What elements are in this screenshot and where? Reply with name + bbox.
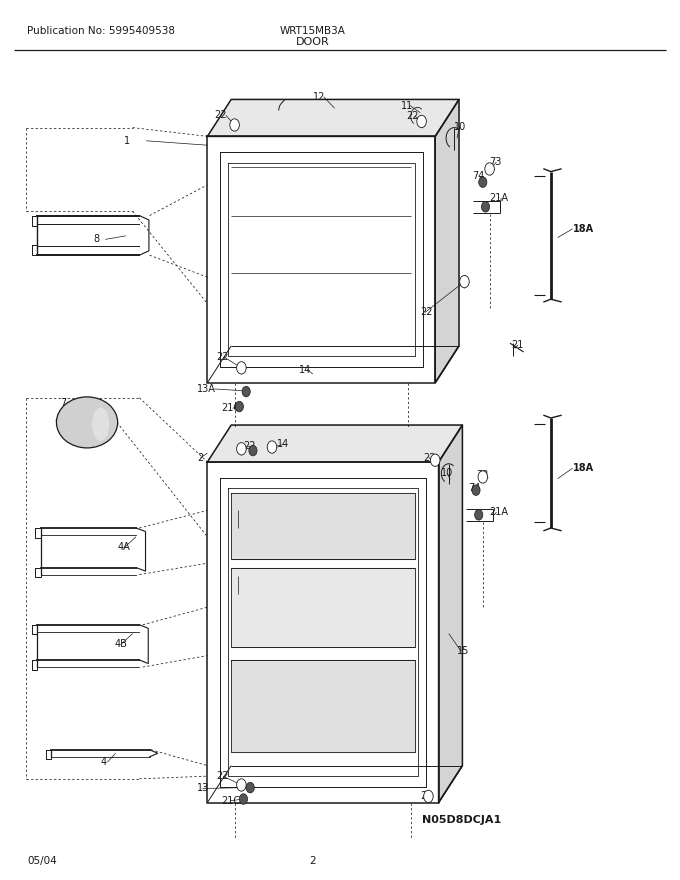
Circle shape [237,443,246,455]
Circle shape [460,275,469,288]
Text: 13: 13 [197,783,209,794]
Polygon shape [231,660,415,752]
Text: 22: 22 [214,110,226,121]
Text: 2: 2 [197,452,203,463]
Circle shape [237,362,246,374]
Text: 18A: 18A [573,463,594,473]
Text: 22: 22 [243,441,255,451]
Text: 21A: 21A [490,507,509,517]
Text: 21A: 21A [490,193,509,203]
Text: 22: 22 [216,771,228,781]
Circle shape [475,510,483,520]
Text: 10: 10 [454,121,466,132]
Text: 8: 8 [94,234,100,245]
Circle shape [235,401,243,412]
Text: 13A: 13A [197,384,216,394]
Circle shape [481,202,490,212]
Text: Publication No: 5995409538: Publication No: 5995409538 [27,26,175,36]
Text: 73: 73 [490,157,502,167]
Text: 22: 22 [423,452,435,463]
Text: 2: 2 [309,855,316,866]
Polygon shape [207,99,459,136]
Circle shape [246,782,254,793]
Circle shape [237,779,246,791]
Text: 21: 21 [511,340,524,350]
Text: 12: 12 [313,92,325,102]
Circle shape [417,115,426,128]
Text: 4A: 4A [118,542,131,553]
Circle shape [430,454,440,466]
Text: 10: 10 [441,468,453,479]
Circle shape [478,471,488,483]
Circle shape [424,790,433,803]
Text: 21C: 21C [222,403,241,414]
Text: 7: 7 [60,398,66,408]
Text: 4B: 4B [114,639,127,649]
Text: DOOR: DOOR [296,37,330,48]
Text: 4: 4 [101,757,107,767]
Circle shape [242,386,250,397]
Circle shape [485,163,494,175]
Text: 14: 14 [299,364,311,375]
Text: 1: 1 [124,136,130,146]
Text: WRT15MB3A: WRT15MB3A [280,26,345,36]
Text: 22: 22 [216,352,228,363]
Circle shape [239,794,248,804]
Circle shape [472,485,480,495]
Text: 05/04: 05/04 [27,855,57,866]
Text: 22: 22 [420,307,432,318]
Polygon shape [231,568,415,647]
Text: 74: 74 [473,171,485,181]
Polygon shape [435,99,459,383]
Polygon shape [231,493,415,559]
Text: 15: 15 [457,646,469,656]
Ellipse shape [92,407,109,441]
Text: 74: 74 [468,483,480,494]
Text: 73: 73 [476,470,488,480]
Polygon shape [207,425,462,462]
Circle shape [249,445,257,456]
Text: 22: 22 [407,111,419,121]
Text: 22: 22 [420,790,432,801]
Circle shape [267,441,277,453]
Circle shape [230,119,239,131]
Text: 21C: 21C [222,796,241,806]
Circle shape [479,177,487,187]
Polygon shape [439,425,462,803]
Text: 14: 14 [277,439,289,450]
Text: 18A: 18A [573,224,594,234]
Text: N05D8DCJA1: N05D8DCJA1 [422,815,501,825]
Ellipse shape [56,397,118,448]
Text: 11: 11 [401,100,413,111]
